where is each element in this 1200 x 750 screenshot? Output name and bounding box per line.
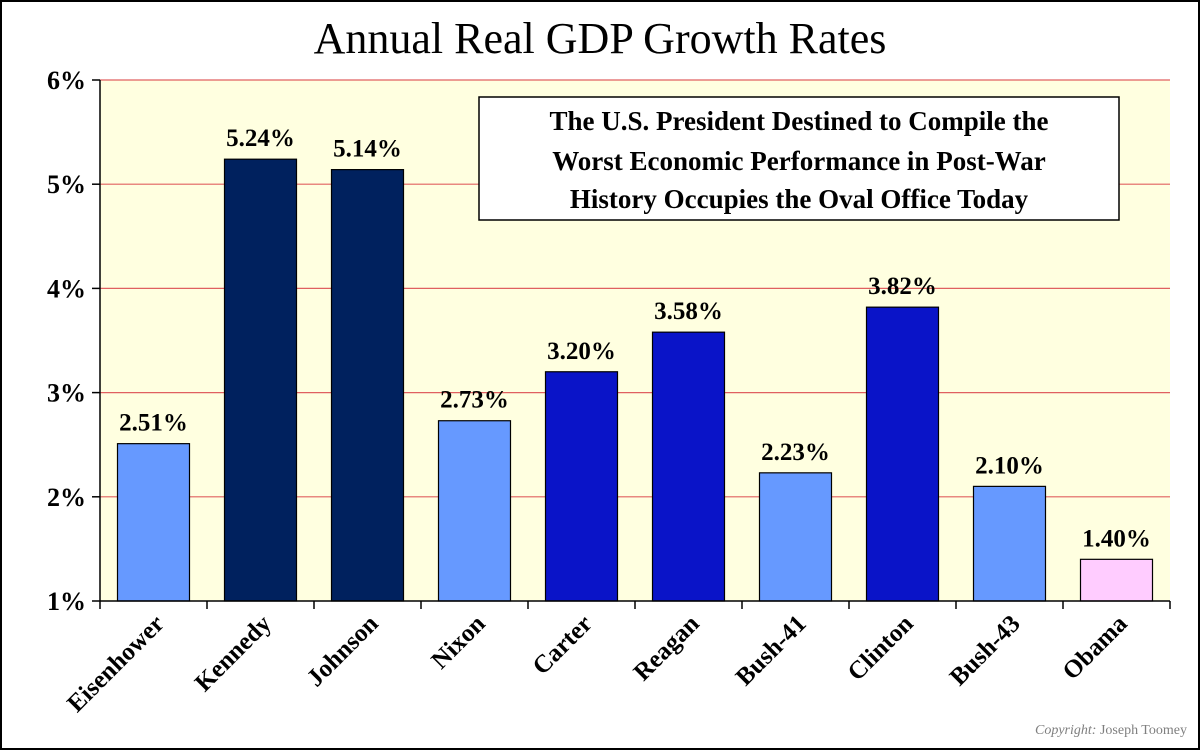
bar-bush-43 <box>972 485 1047 602</box>
annotation-line-2: Worst Economic Performance in Post-War <box>552 146 1045 176</box>
chart-title: Annual Real GDP Growth Rates <box>314 14 887 63</box>
bar-reagan <box>651 331 726 602</box>
x-tick-label: Bush-43 <box>945 610 1026 691</box>
x-tick-label: Nixon <box>426 610 490 674</box>
annotation-box: The U.S. President Destined to Compile t… <box>478 96 1120 221</box>
x-tick-label: Johnson <box>302 610 384 692</box>
y-tick-label: 2% <box>47 483 86 512</box>
data-label: 5.24% <box>226 125 295 152</box>
bar-carter <box>544 371 619 602</box>
data-label: 3.82% <box>868 273 937 300</box>
copyright-prefix: Copyright: <box>1035 723 1096 738</box>
data-labels: 2.51% 5.24% 5.14% 2.73% 3.20% 3.58% 2.23% 3.82%… <box>119 125 1151 552</box>
copyright-name: Joseph Toomey <box>1100 723 1187 738</box>
x-tick-label: Bush-41 <box>731 610 812 691</box>
bar-clinton <box>865 306 940 602</box>
bar-eisenhower <box>116 443 191 602</box>
bars <box>116 158 1154 602</box>
data-label: 2.73% <box>440 387 509 414</box>
bar-obama <box>1079 558 1154 602</box>
bar-bush-41 <box>758 472 833 602</box>
annotation-line-3: History Occupies the Oval Office Today <box>570 184 1029 214</box>
y-tick-labels: 1% 2% 3% 4% 5% 6% <box>47 66 86 616</box>
x-tick-label: Obama <box>1058 610 1133 685</box>
x-tick-label: Eisenhower <box>62 610 169 717</box>
data-label: 1.40% <box>1082 525 1151 552</box>
y-tick-label: 1% <box>47 587 86 616</box>
bar-nixon <box>437 420 512 602</box>
data-label: 3.58% <box>654 298 723 325</box>
x-tick-label: Carter <box>528 610 598 680</box>
x-tick-label: Kennedy <box>190 610 277 697</box>
bar-johnson <box>330 169 405 602</box>
x-tick-label: Clinton <box>843 610 919 686</box>
y-tick-label: 6% <box>47 66 86 95</box>
y-tick-label: 3% <box>47 379 86 408</box>
copyright-note: Copyright: Joseph Toomey <box>1035 723 1187 738</box>
data-label: 2.23% <box>761 439 830 466</box>
annotation-line-1: The U.S. President Destined to Compile t… <box>550 106 1049 136</box>
y-tick-label: 5% <box>47 170 86 199</box>
y-tick-label: 4% <box>47 274 86 303</box>
x-tick-labels: Eisenhower Kennedy Johnson Nixon Carter Reaga… <box>62 610 1133 718</box>
axes <box>99 80 1170 602</box>
bar-kennedy <box>223 158 298 602</box>
data-label: 2.10% <box>975 452 1044 479</box>
annotation-box-border <box>478 96 1120 221</box>
data-label: 5.14% <box>333 136 402 163</box>
data-label: 3.20% <box>547 338 616 365</box>
data-label: 2.51% <box>119 410 188 437</box>
x-tick-label: Reagan <box>629 610 705 686</box>
